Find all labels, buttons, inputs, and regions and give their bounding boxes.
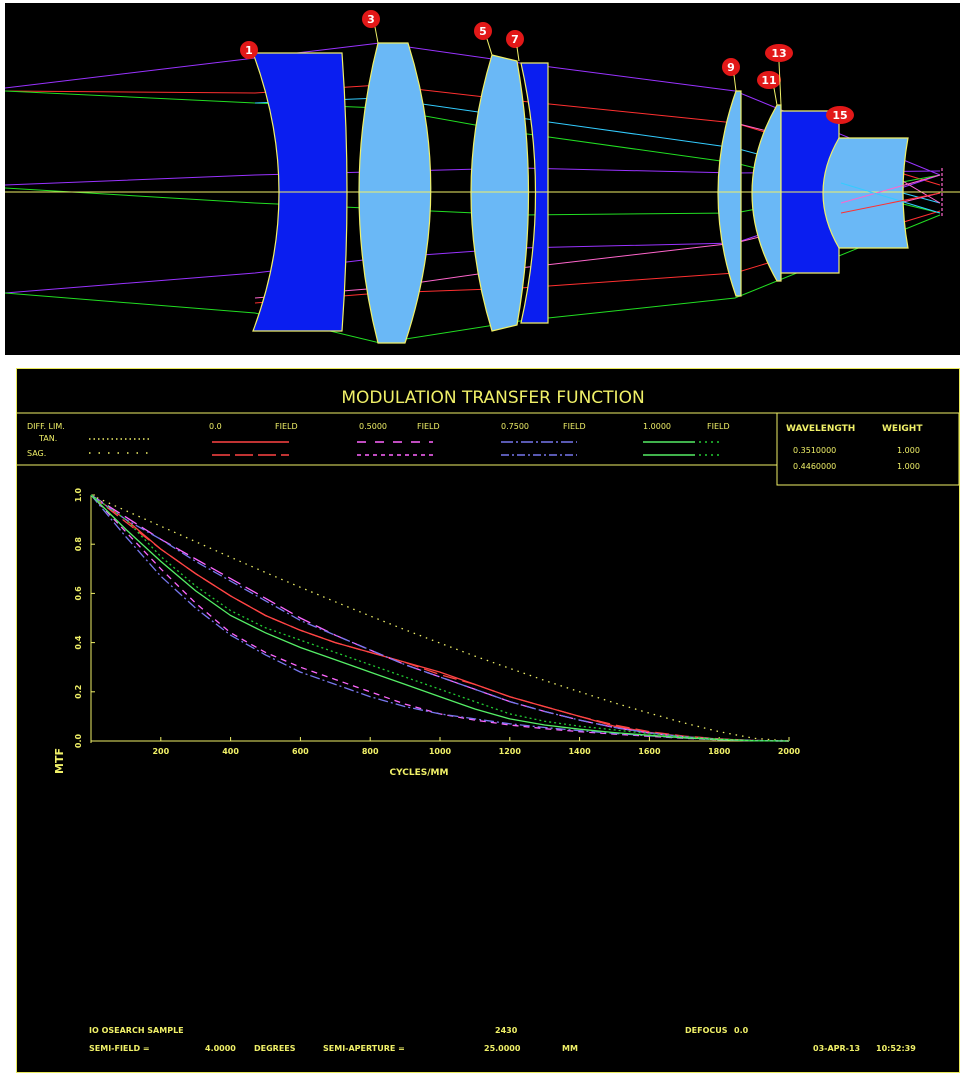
x-tick-label: 800: [362, 747, 379, 756]
ray-front-cyan: [840, 182, 941, 214]
footer: IO OSEARCH SAMPLE 2430 DEFOCUS 0.0 SEMI-…: [89, 1026, 916, 1053]
series-line-3: [90, 494, 790, 742]
surface-marker-9-label: 9: [727, 61, 735, 74]
x-tick-label: 1000: [429, 747, 452, 756]
y-tick-label: 0.2: [74, 685, 83, 699]
x-tick-label: 1800: [708, 747, 731, 756]
series-line-7: [90, 494, 790, 742]
surface-marker-15-label: 15: [832, 109, 847, 122]
x-tick-label: 400: [222, 747, 239, 756]
wavelength-row-2: 0.4460000: [793, 462, 836, 471]
series-line-1: [90, 494, 790, 742]
legend-field-05-value: 0.5000: [359, 422, 387, 431]
ray-front-red: [840, 192, 941, 214]
series-line-8: [90, 494, 790, 742]
weight-row-2: 1.000: [897, 462, 920, 471]
series-line-2: [90, 494, 790, 742]
legend-tan-label: TAN.: [38, 434, 57, 443]
x-tick-label: 1200: [499, 747, 522, 756]
surface-marker-7-label: 7: [511, 33, 519, 46]
chart-title: MODULATION TRANSFER FUNCTION: [341, 388, 644, 408]
wavelength-header: WAVELENGTH: [786, 424, 855, 434]
surface-marker-15: 15: [826, 106, 854, 138]
legend-diff-label: DIFF. LIM.: [27, 422, 65, 431]
legend-field-10-label: FIELD: [707, 422, 730, 431]
footer-mm: MM: [562, 1044, 578, 1053]
lens-element-8: [822, 137, 909, 249]
legend-field-0-label: FIELD: [275, 422, 298, 431]
legend-field-05-label: FIELD: [417, 422, 440, 431]
ray-traces-front: [840, 174, 941, 214]
x-tick-label: 600: [292, 747, 309, 756]
footer-semi-aperture-value: 25.0000: [484, 1044, 521, 1053]
footer-number: 2430: [495, 1026, 518, 1035]
surface-marker-7: 7: [506, 30, 524, 62]
y-tick-label: 0.6: [74, 586, 83, 601]
x-tick-label: 200: [152, 747, 169, 756]
series-line-4: [90, 494, 790, 742]
surface-marker-1-label: 1: [245, 44, 253, 57]
footer-time: 10:52:39: [876, 1044, 916, 1053]
footer-sample: IO OSEARCH SAMPLE: [89, 1026, 184, 1035]
surface-marker-5: 5: [474, 22, 493, 56]
x-tick-label: 1600: [638, 747, 661, 756]
mtf-chart: MODULATION TRANSFER FUNCTION WAVELENGTH …: [17, 388, 960, 1053]
lens-elements: [252, 42, 909, 344]
footer-semi-field-label: SEMI-FIELD =: [89, 1044, 150, 1053]
surface-marker-5-label: 5: [479, 25, 487, 38]
series-line-0: [90, 494, 790, 742]
y-axis-label: MTF: [53, 748, 66, 774]
y-ticks: 0.0 0.2 0.4 0.6 0.8 1.0: [74, 487, 95, 748]
legend-field-10-value: 1.0000: [643, 422, 671, 431]
footer-defocus-value: 0.0: [734, 1026, 749, 1035]
legend-field-075-value: 0.7500: [501, 422, 529, 431]
y-tick-label: 0.4: [74, 635, 83, 650]
legend-field-075-label: FIELD: [563, 422, 586, 431]
lens-element-6: [751, 104, 782, 282]
y-tick-label: 1.0: [74, 487, 83, 502]
legend-sag-label: SAG.: [27, 449, 46, 458]
surface-markers: 1 3 5 7 9 11 13: [240, 10, 854, 138]
legend-field-0-value: 0.0: [209, 422, 222, 431]
legend: DIFF. LIM. TAN. SAG. 0.0 FIELD 0.5000 FI…: [27, 422, 730, 458]
footer-degrees: DEGREES: [254, 1044, 296, 1053]
surface-marker-1: 1: [240, 41, 258, 59]
lens-layout-diagram: 1 3 5 7 9 11 13: [4, 10, 960, 344]
lens-element-5: [717, 90, 742, 297]
x-tick-label: 2000: [778, 747, 801, 756]
footer-defocus-label: DEFOCUS: [685, 1026, 728, 1035]
y-tick-label: 0.0: [74, 733, 83, 748]
x-ticks: 200 400 600 800 1000 1200 1400 1600 1800 2000: [152, 737, 801, 756]
surface-marker-9: 9: [722, 58, 740, 92]
surface-marker-11-label: 11: [761, 74, 776, 87]
lens-layout-panel: 1 3 5 7 9 11 13: [4, 3, 960, 355]
footer-date: 03-APR-13: [813, 1044, 860, 1053]
footer-semi-aperture-label: SEMI-APERTURE =: [323, 1044, 405, 1053]
surface-marker-11: 11: [757, 71, 781, 106]
series-line-5: [90, 494, 790, 742]
weight-row-1: 1.000: [897, 446, 920, 455]
x-tick-label: 1400: [568, 747, 591, 756]
surface-marker-3: 3: [362, 10, 380, 44]
lens-element-4: [520, 62, 549, 324]
ray-purple-upper: [4, 42, 941, 176]
ray-green-lower: [4, 214, 941, 344]
mtf-panel: MODULATION TRANSFER FUNCTION WAVELENGTH …: [16, 368, 960, 1073]
ray-front-pink: [840, 174, 941, 204]
wavelength-row-1: 0.3510000: [793, 446, 836, 455]
x-axis-label: CYCLES/MM: [390, 768, 449, 778]
weight-header: WEIGHT: [882, 424, 923, 434]
series-line-6: [90, 494, 790, 742]
surface-marker-13: 13: [765, 44, 793, 106]
lens-element-2: [358, 42, 432, 344]
lens-element-3: [470, 54, 530, 332]
surface-marker-3-label: 3: [367, 13, 375, 26]
surface-marker-13-label: 13: [771, 47, 786, 60]
wavelength-table: WAVELENGTH WEIGHT 0.3510000 1.000 0.4460…: [776, 412, 960, 486]
y-tick-label: 0.8: [74, 537, 83, 552]
mtf-series: [90, 494, 790, 742]
footer-semi-field-value: 4.0000: [205, 1044, 236, 1053]
